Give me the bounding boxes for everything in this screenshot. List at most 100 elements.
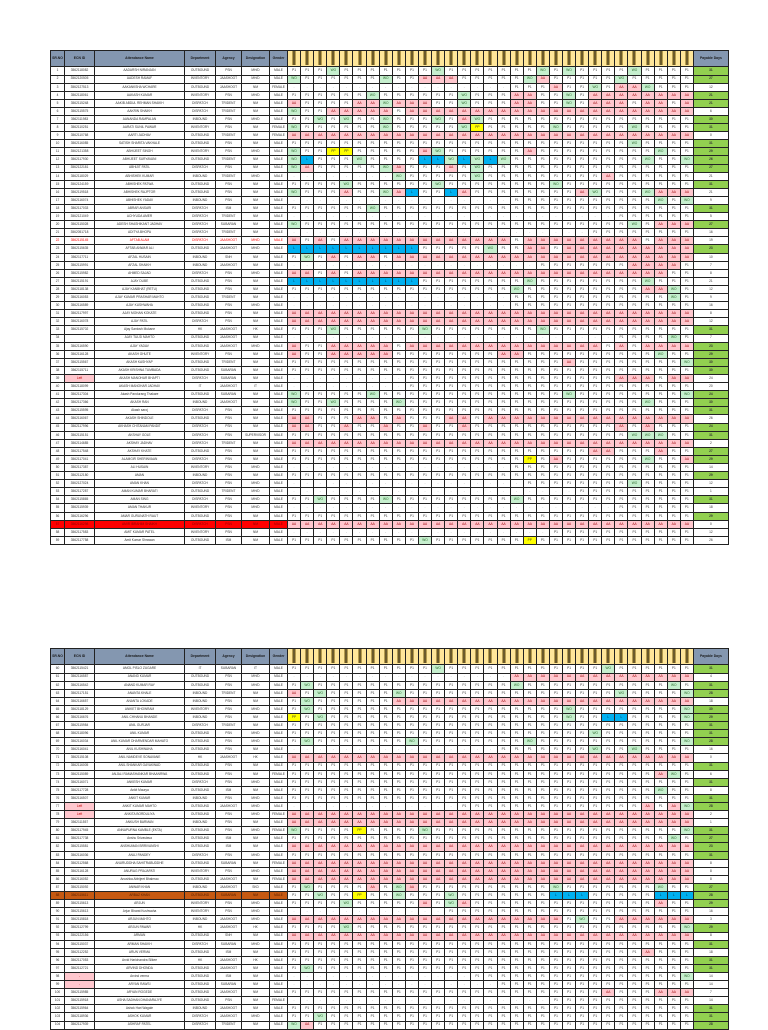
attendance-cell[interactable]: P1 <box>535 899 550 909</box>
attendance-cell[interactable]: AA <box>352 349 367 359</box>
attendance-cell[interactable]: P1 <box>666 74 681 84</box>
attendance-cell[interactable]: P1 <box>483 769 498 779</box>
attendance-cell[interactable]: AA <box>653 810 668 820</box>
attendance-cell[interactable]: P1 <box>679 834 694 844</box>
header-date-20[interactable] <box>535 49 550 68</box>
attendance-cell[interactable]: AA <box>339 422 354 432</box>
attendance-cell[interactable]: P1 <box>548 737 563 747</box>
attendance-cell[interactable]: - <box>286 907 302 917</box>
attendance-cell[interactable]: P1 <box>588 454 603 465</box>
table-row[interactable]: 74 3562116071 ANKESH KUMAR DISPATCH PSN MH/D M… <box>50 777 729 787</box>
attendance-cell[interactable]: AA <box>509 309 524 319</box>
attendance-cell[interactable]: P1 <box>417 777 433 787</box>
attendance-cell[interactable]: P1 <box>601 899 616 909</box>
attendance-cell[interactable]: AA <box>614 106 629 116</box>
attendance-cell[interactable]: - <box>431 333 446 343</box>
attendance-cell[interactable]: - <box>457 996 472 1006</box>
attendance-cell[interactable]: AA <box>431 842 446 852</box>
attendance-cell[interactable]: WO <box>431 114 446 125</box>
attendance-cell[interactable]: P1 <box>404 664 419 674</box>
attendance-cell[interactable]: AA <box>352 931 367 941</box>
attendance-cell[interactable]: AA <box>417 309 433 319</box>
attendance-cell[interactable]: P1 <box>365 939 380 949</box>
attendance-cell[interactable]: - <box>300 301 315 311</box>
attendance-cell[interactable]: AA <box>653 438 668 448</box>
header-date-4[interactable] <box>326 647 341 666</box>
attendance-cell[interactable]: AA <box>666 414 681 424</box>
attendance-cell[interactable]: P1 <box>286 511 302 521</box>
attendance-cell[interactable]: AA <box>339 753 354 763</box>
attendance-cell[interactable]: P1 <box>326 704 341 714</box>
attendance-cell[interactable]: - <box>457 82 472 92</box>
attendance-cell[interactable]: P1 <box>522 899 537 909</box>
attendance-cell[interactable]: P1 <box>496 139 511 149</box>
attendance-cell[interactable]: AA <box>378 842 393 852</box>
attendance-cell[interactable]: P1 <box>404 721 419 731</box>
attendance-cell[interactable]: P1 <box>575 365 590 375</box>
attendance-cell[interactable]: AA <box>496 874 511 884</box>
attendance-cell[interactable]: P1 <box>365 179 380 189</box>
table-row[interactable]: 42 3562117366 AKASH RAN INBOUND JAASHOOT NM MA… <box>50 398 729 408</box>
attendance-cell[interactable]: P1 <box>575 988 590 998</box>
attendance-cell[interactable]: P1 <box>601 688 616 698</box>
attendance-cell[interactable]: P1 <box>404 1004 419 1014</box>
attendance-cell[interactable]: P1 <box>339 737 354 747</box>
attendance-cell[interactable]: P1 <box>601 422 616 432</box>
attendance-cell[interactable]: - <box>339 382 354 392</box>
attendance-cell[interactable]: AA <box>457 438 472 448</box>
attendance-cell[interactable]: P1 <box>640 996 655 1006</box>
header-date-15[interactable] <box>470 49 485 68</box>
attendance-cell[interactable]: P1 <box>457 495 472 505</box>
attendance-cell[interactable]: P1 <box>653 171 668 181</box>
attendance-cell[interactable]: P1 <box>483 114 498 125</box>
attendance-cell[interactable]: P1 <box>561 220 577 230</box>
attendance-cell[interactable]: P1 <box>339 963 354 973</box>
attendance-cell[interactable]: P1 <box>588 373 603 384</box>
attendance-cell[interactable]: AA <box>640 341 655 351</box>
attendance-cell[interactable]: P1 <box>653 745 668 755</box>
attendance-cell[interactable]: AA <box>522 131 537 141</box>
attendance-cell[interactable]: P1 <box>444 850 459 860</box>
attendance-cell[interactable]: AA <box>601 818 616 828</box>
attendance-cell[interactable]: P1 <box>640 503 655 513</box>
attendance-cell[interactable]: P1 <box>627 187 642 197</box>
attendance-cell[interactable]: P1 <box>470 66 485 76</box>
attendance-cell[interactable]: - <box>417 462 433 473</box>
attendance-cell[interactable]: AA <box>417 753 433 763</box>
attendance-cell[interactable]: P1 <box>588 785 603 795</box>
attendance-cell[interactable]: WO <box>286 155 302 165</box>
attendance-cell[interactable]: P1 <box>627 535 642 545</box>
attendance-cell[interactable]: P1 <box>483 357 498 367</box>
attendance-cell[interactable]: - <box>352 333 367 343</box>
attendance-cell[interactable]: AA <box>470 753 485 763</box>
attendance-cell[interactable]: P1 <box>627 487 642 497</box>
attendance-cell[interactable]: AA <box>653 187 668 197</box>
attendance-cell[interactable]: P1 <box>339 1012 354 1022</box>
attendance-cell[interactable]: P1 <box>561 471 577 481</box>
attendance-cell[interactable]: AA <box>444 753 459 763</box>
attendance-cell[interactable]: - <box>326 333 341 343</box>
attendance-cell[interactable]: WO <box>666 769 681 779</box>
attendance-cell[interactable]: P1 <box>653 923 668 933</box>
attendance-cell[interactable]: P1 <box>444 390 459 400</box>
attendance-cell[interactable]: AA <box>548 672 563 682</box>
attendance-cell[interactable]: - <box>286 195 302 206</box>
attendance-cell[interactable]: P1 <box>679 398 694 408</box>
attendance-cell[interactable]: P1 <box>483 704 498 714</box>
attendance-cell[interactable]: P1 <box>601 745 616 755</box>
attendance-cell[interactable]: - <box>535 996 550 1006</box>
attendance-cell[interactable]: P1 <box>483 923 498 933</box>
attendance-cell[interactable]: AA <box>365 882 380 893</box>
attendance-cell[interactable]: P1 <box>417 454 433 465</box>
attendance-cell[interactable]: P1 <box>326 963 341 973</box>
attendance-cell[interactable]: P1 <box>470 955 485 965</box>
table-row[interactable]: 7 3562111983 AANANDA RAMPALAN INBOUND PSN MH/… <box>50 114 729 125</box>
attendance-cell[interactable]: - <box>457 527 472 537</box>
attendance-cell[interactable]: - <box>339 260 354 270</box>
header-date-20[interactable] <box>535 647 550 666</box>
attendance-cell[interactable]: - <box>339 171 354 181</box>
attendance-cell[interactable]: P1 <box>457 785 472 795</box>
attendance-cell[interactable]: WO <box>391 688 406 698</box>
attendance-cell[interactable]: P1 <box>509 430 524 440</box>
table-row[interactable]: 84 3562112568 ANURUDDHA SAHITRABUDDHE OUTBO… <box>50 858 729 868</box>
